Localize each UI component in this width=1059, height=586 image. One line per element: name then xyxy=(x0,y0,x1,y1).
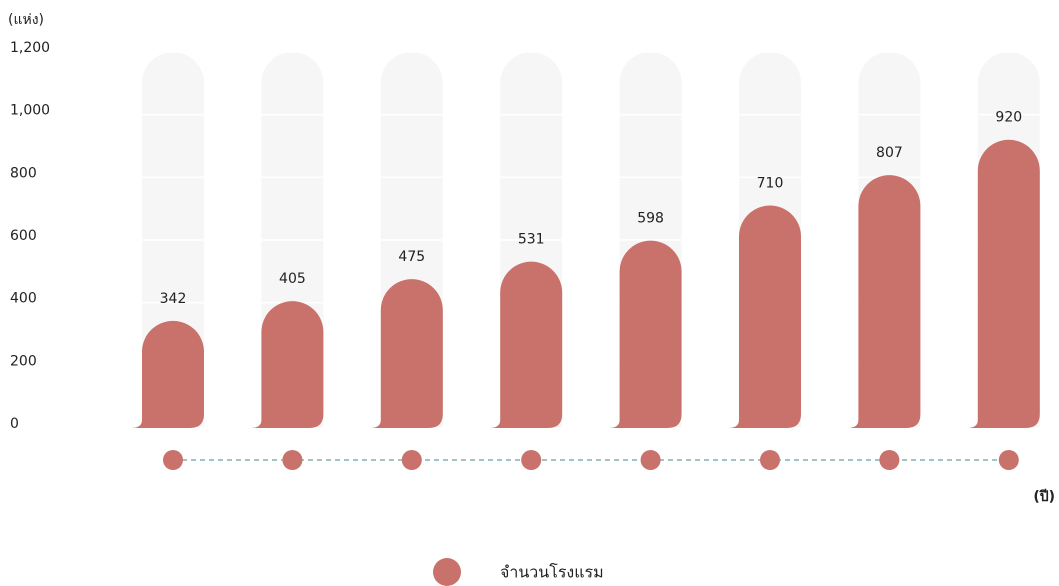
value-label: 710 xyxy=(757,176,784,192)
timeline-dot xyxy=(163,450,183,470)
value-label: 598 xyxy=(637,211,664,227)
timeline-dot xyxy=(998,450,1019,470)
y-tick-label: 600 xyxy=(10,228,37,244)
y-tick-label: 1,000 xyxy=(10,103,50,119)
bar xyxy=(966,139,1040,428)
y-tick-label: 0 xyxy=(10,416,19,432)
timeline-dot xyxy=(282,450,303,470)
value-label: 405 xyxy=(279,271,306,287)
legend-swatch xyxy=(433,558,461,586)
bar xyxy=(728,205,801,428)
bar xyxy=(131,320,204,428)
y-tick-label: 800 xyxy=(10,165,37,181)
timeline-dot xyxy=(760,450,780,470)
bar xyxy=(847,175,921,428)
timeline-dot xyxy=(879,450,900,470)
timeline-dot xyxy=(401,450,422,470)
y-tick-label: 400 xyxy=(10,291,37,307)
y-tick-label: 1,200 xyxy=(10,40,50,56)
y-tick-label: 200 xyxy=(10,353,37,369)
timeline-dot xyxy=(640,450,661,470)
value-label: 531 xyxy=(518,232,545,248)
legend-label: จำนวนโรงแรม xyxy=(500,563,604,582)
value-label: 807 xyxy=(876,145,903,161)
bar xyxy=(250,301,324,428)
x-axis-label: (ปี) xyxy=(1033,489,1055,505)
timeline-dot xyxy=(521,450,542,470)
bar xyxy=(608,240,682,428)
value-label: 475 xyxy=(398,249,425,265)
bar xyxy=(369,279,443,428)
value-label: 920 xyxy=(995,110,1022,126)
y-axis-label: (แห่ง) xyxy=(8,12,44,28)
bar xyxy=(489,261,563,428)
value-label: 342 xyxy=(160,291,187,307)
